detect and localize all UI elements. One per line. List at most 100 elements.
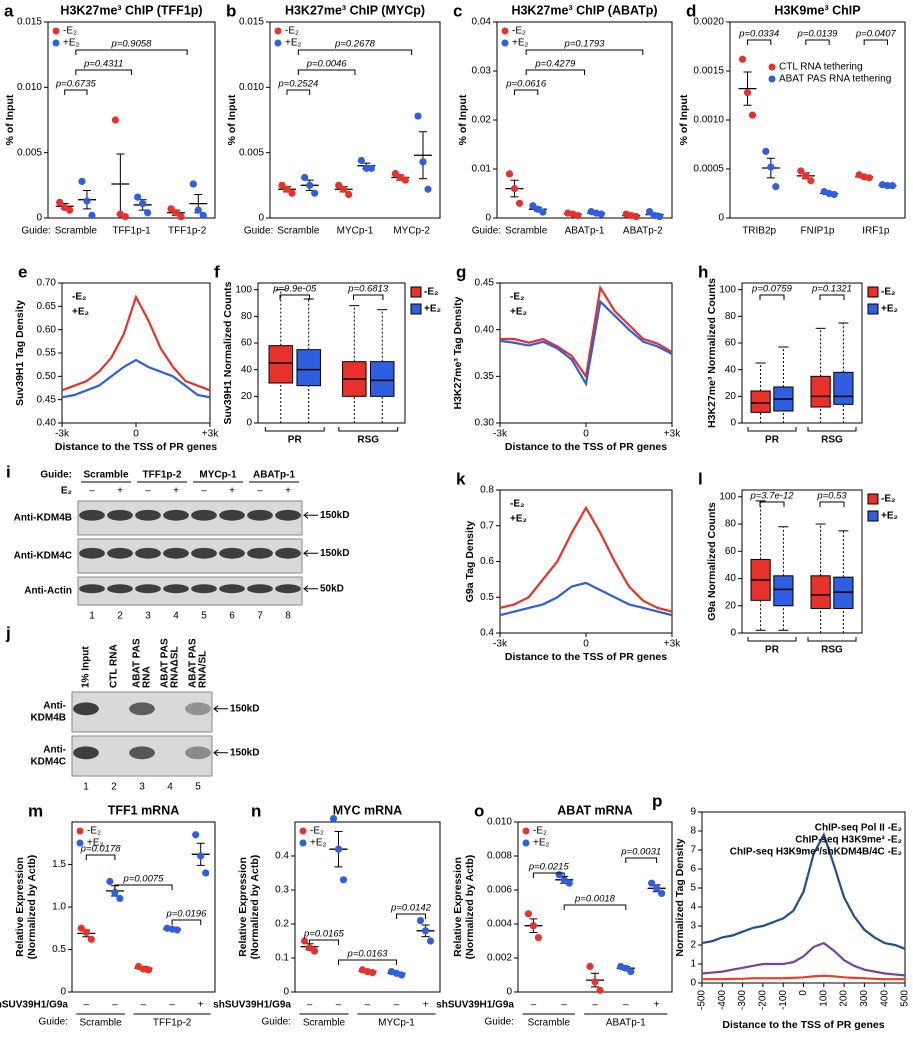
p-value: p=0.0031: [620, 847, 661, 858]
guide-label: Guide:: [40, 470, 72, 481]
significance-bracket: [286, 89, 311, 95]
data-point: [865, 174, 873, 182]
significance-bracket: [514, 89, 539, 95]
data-line: [701, 941, 906, 977]
plot-frame: [257, 282, 406, 424]
data-point: [300, 937, 309, 945]
x-tick-label: Scramble: [55, 226, 98, 237]
y-tick-label: 0.8: [480, 485, 494, 496]
lane-number: 3: [139, 782, 145, 793]
y-axis-label: H3K27me³ Tag Density: [452, 296, 464, 409]
legend-marker: [768, 63, 776, 71]
p-value: p=0.0215: [528, 862, 570, 873]
data-point: [167, 205, 175, 213]
x-tick-label: 400: [879, 990, 890, 1007]
data-point: [66, 206, 74, 214]
y-tick-label: 0.015: [239, 17, 264, 28]
data-point: [653, 884, 661, 892]
treatment: –: [89, 486, 95, 497]
y-tick-label: 0.6: [480, 556, 494, 567]
significance-bracket: [309, 939, 339, 945]
plot-frame: [294, 821, 441, 993]
y-tick-label: 0.005: [17, 147, 42, 158]
guide-name: Scramble: [303, 1018, 346, 1029]
treatment: –: [145, 486, 151, 497]
y-axis-label: (Normalized by Actb): [464, 855, 476, 960]
panel-letter: i: [6, 462, 11, 481]
data-point: [283, 185, 291, 193]
guide-label: Guide:: [39, 1017, 68, 1028]
legend-marker: [501, 39, 509, 47]
sh-label: +: [198, 1000, 204, 1011]
data-point: [357, 156, 365, 165]
legend-swatch: [867, 286, 879, 298]
blot-band: [79, 509, 105, 521]
treatment-label: E₂: [61, 486, 72, 497]
y-axis-label: Relative Expression: [14, 857, 26, 957]
blot-band: [163, 584, 189, 594]
size-marker: 150kD: [230, 703, 259, 714]
blot-band: [73, 702, 99, 716]
p-value: p=0.6813: [347, 284, 389, 295]
panel-letter: l: [698, 469, 703, 488]
size-marker: 150kD: [320, 510, 349, 521]
blot-band: [191, 584, 217, 594]
data-point: [310, 947, 319, 955]
data-point: [197, 852, 205, 860]
x-tick-label: -3k: [493, 639, 508, 650]
data-point: [419, 158, 427, 166]
y-tick-label: 0.008: [487, 851, 512, 862]
data-point: [56, 198, 64, 206]
data-point: [116, 894, 124, 903]
antibody-label: Anti-: [43, 745, 66, 756]
y-tick-label: 0.30: [475, 418, 495, 429]
p-value: p=0.2678: [334, 39, 376, 50]
antibody-label: KDM4B: [30, 713, 66, 724]
y-tick-label: 0: [246, 418, 252, 429]
y-tick-label: 1: [690, 959, 696, 970]
lane-number: 7: [257, 611, 263, 622]
x-tick-label: 100: [818, 990, 829, 1007]
panel-title: H3K27me³ ChIP (TFF1p): [60, 3, 202, 17]
data-point: [173, 926, 181, 934]
y-tick-label: 6: [690, 864, 696, 875]
marker-arrow: [303, 585, 318, 593]
x-tick-label: Scramble: [277, 226, 320, 237]
legend-marker: [274, 39, 282, 47]
data-point: [797, 167, 805, 175]
data-point: [424, 185, 432, 193]
y-axis-label: Suv39H1 Tag Density: [14, 300, 26, 406]
lane-header: CTL RNA: [109, 644, 120, 688]
group-bracket: [807, 637, 857, 642]
p-value: p=0.0196: [165, 909, 207, 920]
sh-label: –: [592, 1000, 598, 1011]
significance-bracket: [819, 501, 845, 507]
p-value: p=0.0759: [751, 284, 793, 295]
data-point: [743, 88, 752, 97]
sh-label: +: [654, 1000, 660, 1011]
lane-number: 2: [117, 611, 123, 622]
y-tick-label: 60: [725, 546, 737, 557]
size-marker: 50kD: [320, 583, 344, 594]
x-tick-label: -500: [697, 990, 708, 1010]
y-tick-label: 0.65: [37, 301, 57, 312]
x-tick-label: PR: [765, 645, 780, 656]
lane-number: 4: [167, 782, 173, 793]
y-tick-label: 40: [241, 364, 253, 375]
legend-label: +E₂: [510, 307, 527, 318]
legend-label: -E₂: [533, 826, 547, 837]
group-name: Scramble: [83, 470, 128, 481]
y-tick-label: 60: [725, 338, 737, 349]
guide-label: Guide:: [21, 226, 50, 237]
x-tick-label: PR: [765, 435, 780, 446]
blot-band: [275, 584, 301, 594]
panel-letter: g: [456, 262, 466, 281]
y-tick-label: 0.45: [475, 278, 495, 289]
blot-band: [79, 547, 105, 559]
y-tick-label: 0.01: [472, 164, 492, 175]
legend-marker: [522, 839, 530, 847]
blot-band: [135, 584, 161, 594]
y-tick-label: 0.006: [487, 885, 512, 896]
legend-label: +E₂: [87, 838, 104, 849]
blot-band: [135, 509, 161, 521]
